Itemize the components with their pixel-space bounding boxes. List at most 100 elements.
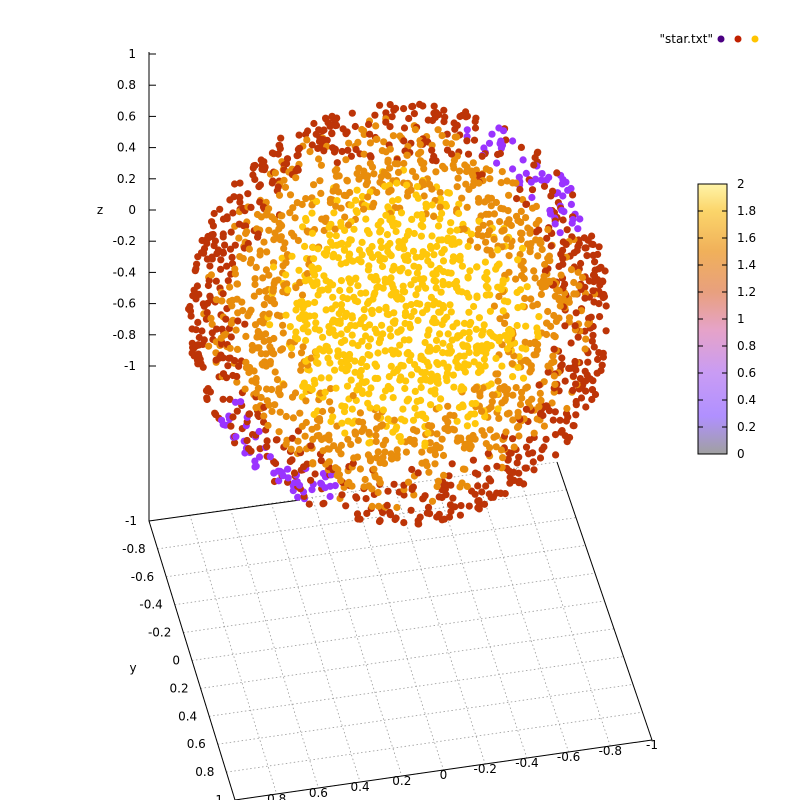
x-tick-label: -0.8	[599, 744, 622, 758]
data-point	[327, 406, 336, 414]
data-point	[411, 387, 419, 395]
data-point	[391, 347, 400, 355]
data-point	[470, 136, 479, 144]
data-point	[581, 367, 589, 375]
floor-border	[148, 520, 236, 800]
data-point	[590, 298, 598, 306]
data-point	[422, 203, 430, 212]
data-point	[549, 352, 557, 360]
data-point	[310, 255, 318, 263]
data-point	[361, 475, 369, 484]
data-point	[436, 203, 444, 211]
data-point	[403, 151, 411, 159]
data-point	[414, 316, 422, 324]
data-point	[271, 368, 279, 376]
data-point	[503, 177, 511, 185]
data-point	[334, 254, 342, 262]
data-point	[427, 387, 435, 395]
data-point	[239, 254, 247, 263]
data-point	[311, 271, 319, 279]
data-point	[509, 391, 517, 399]
data-point	[468, 487, 476, 495]
data-point	[236, 179, 244, 187]
data-point	[427, 244, 435, 252]
data-point	[550, 311, 558, 320]
data-point	[342, 130, 350, 138]
data-point	[411, 404, 419, 412]
data-point	[529, 204, 537, 212]
data-point	[568, 219, 576, 227]
data-point	[320, 147, 328, 155]
data-point	[284, 465, 292, 473]
data-point	[421, 338, 429, 347]
data-point	[550, 332, 558, 340]
data-point	[542, 176, 551, 184]
data-point	[508, 360, 516, 368]
data-point	[529, 458, 537, 466]
data-point	[326, 122, 334, 130]
data-point	[572, 309, 580, 317]
data-point	[522, 405, 531, 413]
data-point	[381, 182, 389, 190]
data-point	[357, 366, 365, 375]
data-point	[569, 386, 577, 394]
data-point	[223, 215, 231, 223]
grid-line-y	[174, 545, 586, 606]
data-point	[553, 169, 561, 177]
z-axis	[148, 52, 156, 521]
data-point	[508, 137, 517, 145]
data-point	[242, 358, 250, 366]
data-point	[466, 267, 474, 275]
data-point	[341, 226, 349, 234]
data-point	[233, 378, 241, 386]
data-point	[288, 456, 296, 464]
data-point	[348, 314, 356, 322]
data-point	[332, 232, 340, 240]
data-point	[557, 271, 565, 279]
data-point	[540, 443, 548, 451]
data-point	[223, 262, 231, 270]
data-point	[292, 328, 300, 336]
data-point	[338, 491, 346, 499]
legend-marker	[734, 35, 742, 43]
data-point	[432, 346, 440, 354]
data-point	[556, 229, 564, 237]
data-point	[428, 146, 436, 154]
data-point	[527, 295, 535, 303]
data-point	[567, 266, 576, 274]
data-point	[366, 130, 374, 138]
data-point	[294, 437, 302, 445]
data-point	[582, 403, 590, 411]
data-point	[425, 326, 433, 334]
data-point	[344, 221, 352, 229]
legend-marker	[717, 35, 725, 43]
data-point	[332, 202, 340, 210]
data-point	[451, 133, 459, 141]
data-point	[480, 355, 488, 363]
data-point	[270, 334, 278, 343]
grid-line-x	[271, 503, 361, 783]
data-point	[547, 192, 555, 200]
data-point	[347, 152, 355, 160]
data-point	[209, 230, 217, 239]
data-point	[465, 348, 473, 356]
grid-line-x	[434, 479, 528, 759]
data-point	[228, 253, 236, 261]
data-point	[362, 181, 370, 189]
data-point	[407, 506, 415, 514]
data-point	[454, 434, 462, 442]
data-point	[430, 276, 438, 284]
data-point	[537, 176, 546, 184]
data-point	[351, 368, 359, 376]
data-point	[474, 497, 482, 505]
data-point	[514, 217, 522, 225]
data-point	[448, 240, 456, 248]
data-point	[376, 101, 384, 109]
data-point	[334, 347, 342, 355]
data-point	[317, 479, 325, 487]
data-point	[255, 344, 263, 352]
data-point	[384, 415, 392, 423]
data-point	[438, 249, 446, 257]
data-point	[319, 333, 327, 341]
data-point	[416, 513, 424, 521]
